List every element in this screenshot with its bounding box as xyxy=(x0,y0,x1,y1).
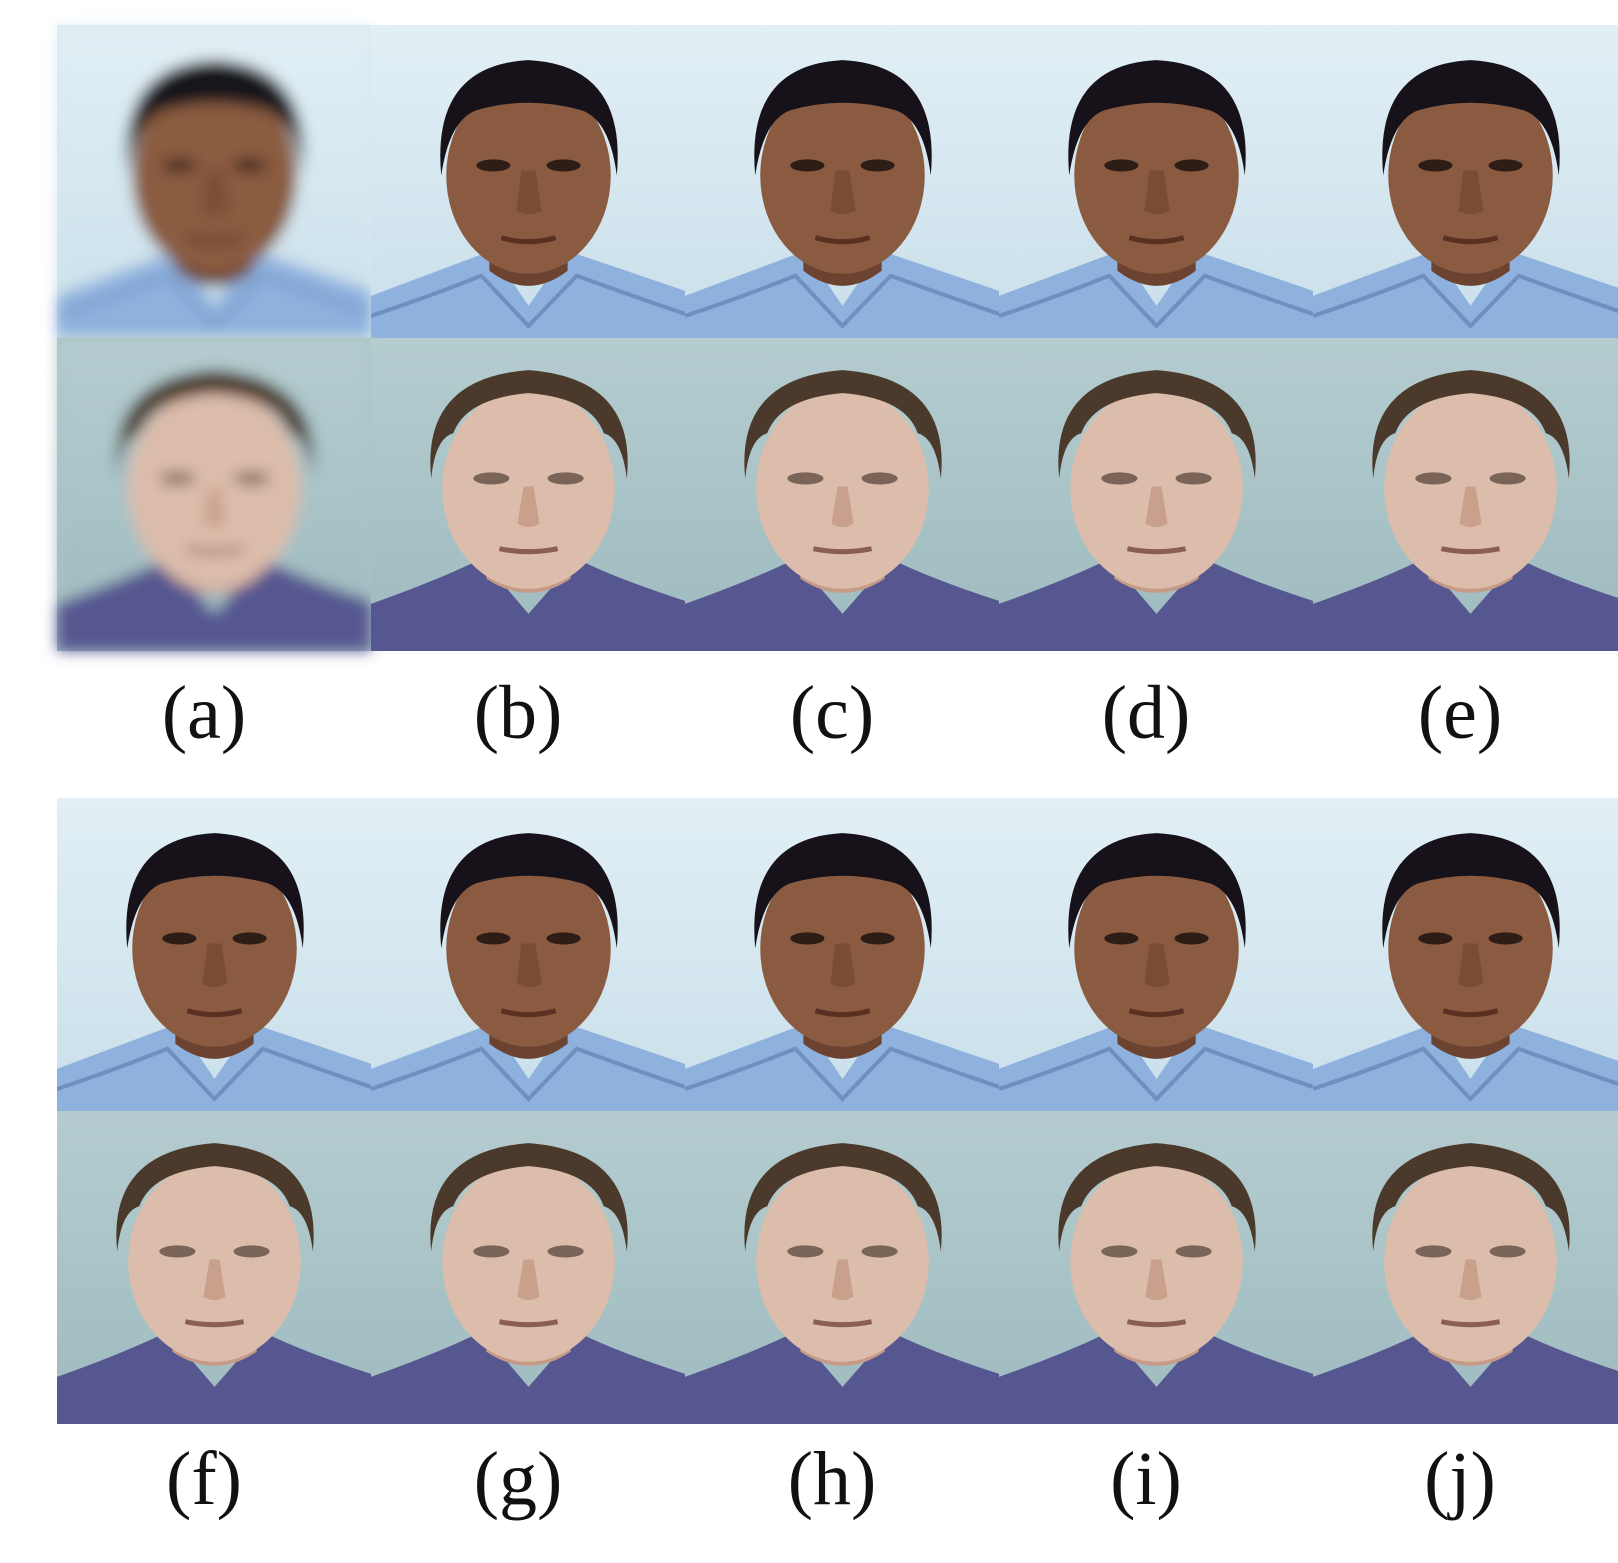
panel-label: (i) xyxy=(1110,1437,1182,1521)
face-photo xyxy=(1313,798,1618,1111)
panel-label: (b) xyxy=(474,671,563,755)
panel-label: (g) xyxy=(474,1437,563,1521)
face-photo xyxy=(999,798,1313,1111)
face-photo xyxy=(685,25,999,338)
face-photo xyxy=(371,338,685,651)
panel-label: (d) xyxy=(1102,671,1191,755)
face-photo xyxy=(1313,25,1618,338)
face-photo xyxy=(685,338,999,651)
face-photo xyxy=(57,1111,371,1424)
panel-label: (e) xyxy=(1418,671,1502,755)
panel-label: (j) xyxy=(1424,1437,1496,1521)
page: (a)(b)(c)(d)(e)(f)(g)(h)(i)(j) (() => { … xyxy=(0,0,1618,1563)
face-photo xyxy=(57,798,371,1111)
figure: (a) (b) (c) (d) (e) (f) (g) (h) (i) (j) xyxy=(0,0,1618,1563)
face-photo xyxy=(999,1111,1313,1424)
face-photo xyxy=(1313,1111,1618,1424)
face-photo xyxy=(371,25,685,338)
panel-label: (a) xyxy=(162,671,246,755)
panel-label: (h) xyxy=(788,1437,877,1521)
face-photo xyxy=(57,338,371,651)
face-photo xyxy=(685,1111,999,1424)
face-photo xyxy=(371,798,685,1111)
panel-label: (f) xyxy=(166,1437,242,1521)
face-photo xyxy=(685,798,999,1111)
face-photo xyxy=(1313,338,1618,651)
panel-label: (c) xyxy=(790,671,874,755)
face-photo xyxy=(999,338,1313,651)
face-photo xyxy=(371,1111,685,1424)
face-photo xyxy=(57,25,371,338)
face-photo xyxy=(999,25,1313,338)
